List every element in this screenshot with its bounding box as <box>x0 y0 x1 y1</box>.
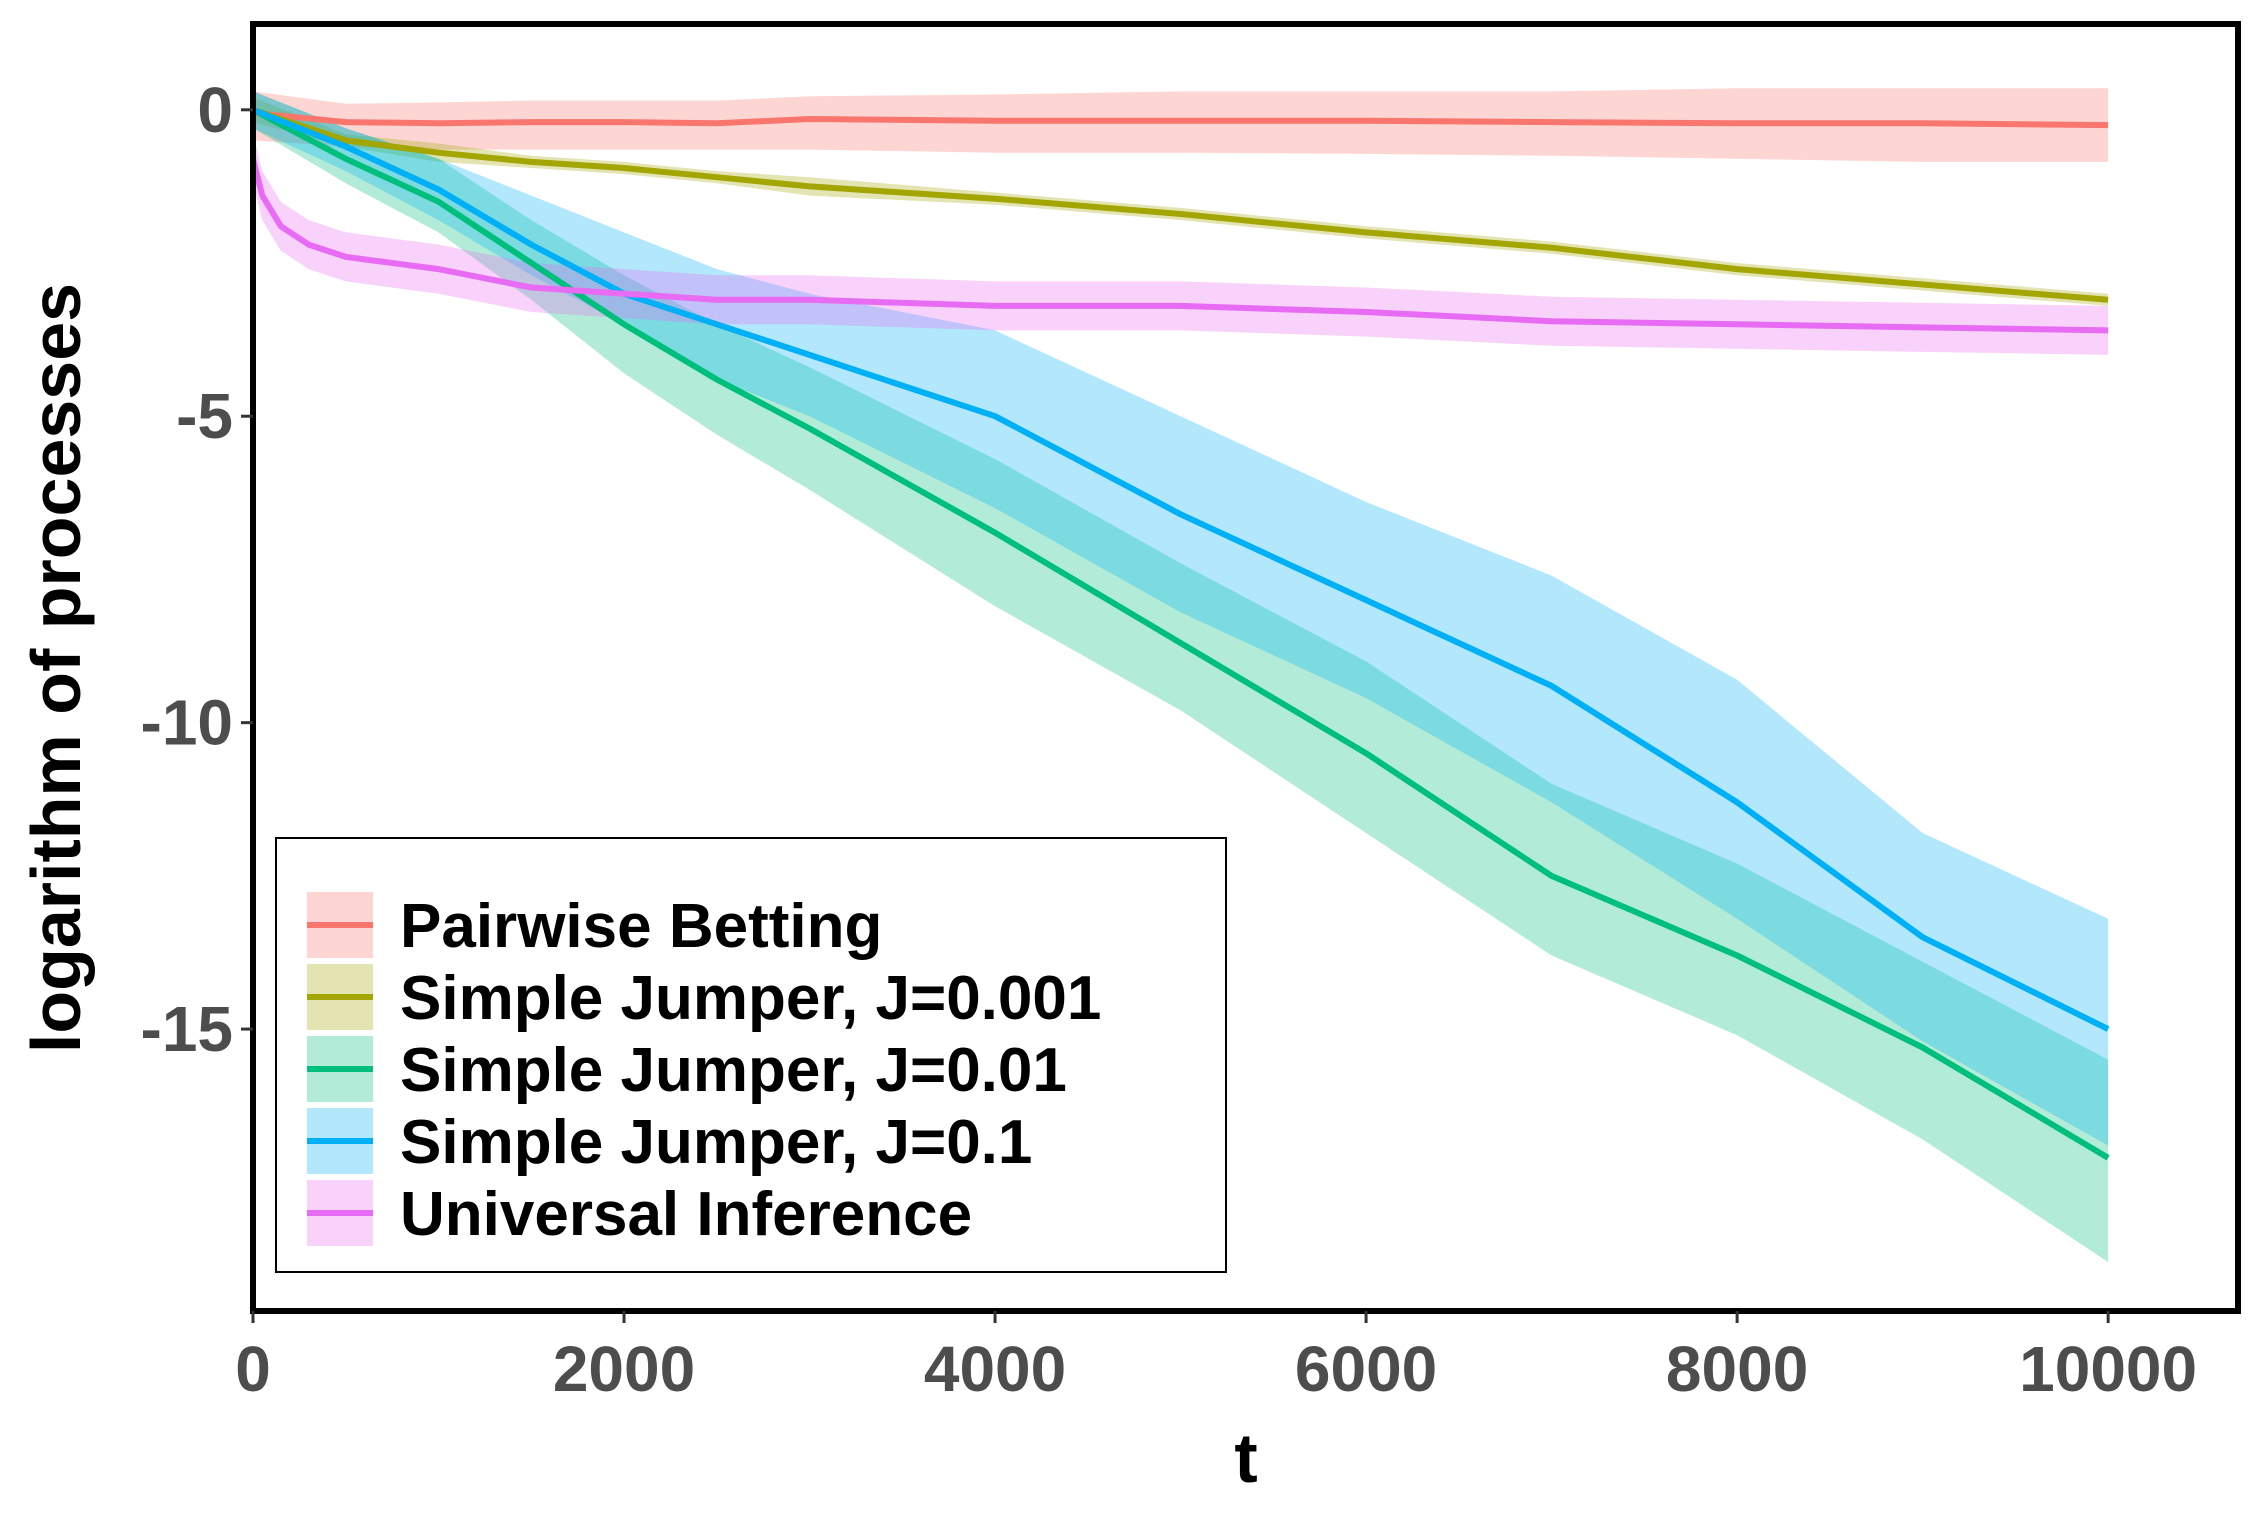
y-axis-title: logarithm of processes <box>17 283 95 1053</box>
band-simple-jumper-j-0-001 <box>253 97 2109 306</box>
y-axis-ticks: 0 -5 -10 -15 <box>141 74 253 1065</box>
legend-label-simple-jumper-j-0-01: Simple Jumper, J=0.01 <box>400 1036 1067 1105</box>
band-simple-jumper-j-0-1 <box>253 91 2109 1146</box>
line-pairwise-betting <box>252 109 2109 129</box>
legend-label-simple-jumper-j-0-1: Simple Jumper, J=0.1 <box>400 1108 1032 1177</box>
legend-label-pairwise-betting: Pairwise Betting <box>400 892 882 961</box>
x-tick-label: 8000 <box>1666 1333 1808 1405</box>
line-simple-jumper-j-0-01 <box>251 107 2110 1161</box>
x-tick-label: 0 <box>235 1333 271 1405</box>
x-tick-label: 10000 <box>2019 1333 2197 1405</box>
legend-box <box>275 837 1227 1273</box>
x-axis-ticks: 0 2000 4000 6000 8000 10000 <box>235 1311 2197 1405</box>
line-universal-inference <box>250 158 2109 334</box>
y-tick-label: -10 <box>141 687 234 759</box>
line-simple-jumper-j-0-1 <box>251 107 2110 1032</box>
legend-label-simple-jumper-j-0-001: Simple Jumper, J=0.001 <box>400 964 1101 1033</box>
x-tick-label: 6000 <box>1295 1333 1437 1405</box>
band-pairwise-betting <box>253 88 2109 162</box>
x-axis-title: t <box>1234 1419 1257 1497</box>
legend-label-universal-inference: Universal Inference <box>400 1180 972 1249</box>
series-lines <box>250 106 2110 1161</box>
line-simple-jumper-j-0-001 <box>252 106 2109 303</box>
y-tick-label: -15 <box>141 993 234 1065</box>
plot-border <box>250 21 2241 1314</box>
y-tick-label: -5 <box>176 380 233 452</box>
x-tick-label: 4000 <box>924 1333 1066 1405</box>
x-tick-label: 2000 <box>553 1333 695 1405</box>
band-simple-jumper-j-0-01 <box>253 91 2109 1262</box>
y-tick-label: 0 <box>197 74 233 146</box>
